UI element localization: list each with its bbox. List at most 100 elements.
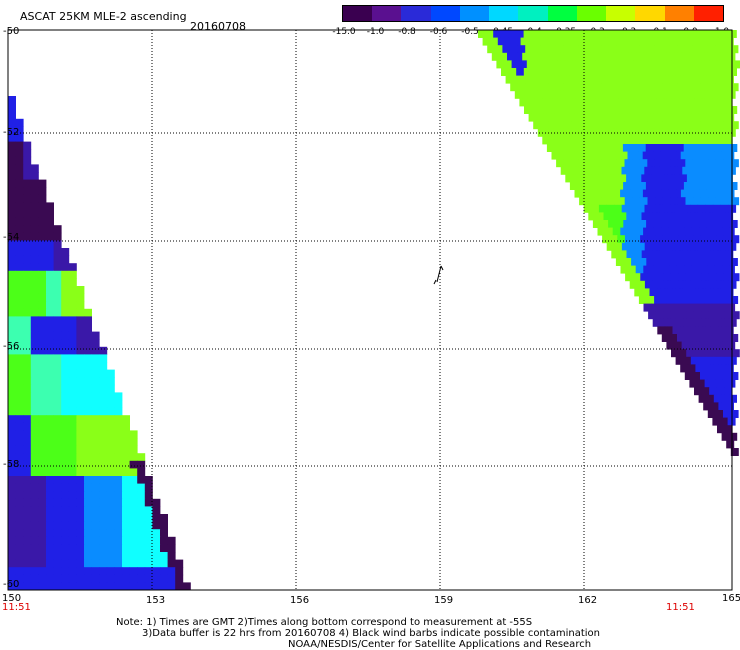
wind-cell bbox=[99, 430, 108, 439]
wind-cell bbox=[84, 506, 92, 515]
wind-cell bbox=[23, 179, 32, 188]
wind-cell bbox=[510, 45, 518, 54]
wind-cell bbox=[508, 68, 517, 76]
wind-cell bbox=[182, 582, 191, 591]
wind-cell bbox=[99, 491, 108, 500]
colorbar-segment bbox=[518, 6, 548, 21]
wind-cell bbox=[30, 293, 39, 302]
wind-cell bbox=[84, 415, 92, 424]
wind-cell bbox=[46, 521, 54, 530]
wind-cell bbox=[643, 265, 652, 274]
wind-cell bbox=[709, 387, 718, 396]
wind-cell bbox=[38, 536, 47, 545]
wind-cell bbox=[556, 159, 565, 168]
wind-cell bbox=[23, 392, 32, 401]
wind-cell bbox=[675, 318, 684, 327]
wind-cell bbox=[664, 288, 673, 297]
wind-cell bbox=[175, 582, 184, 591]
wind-cell bbox=[557, 98, 566, 107]
wind-cell bbox=[674, 341, 682, 350]
wind-cell bbox=[660, 68, 669, 76]
wind-cell bbox=[707, 258, 716, 266]
wind-cell bbox=[53, 415, 62, 424]
wind-cell bbox=[84, 552, 92, 560]
wind-cell bbox=[129, 552, 138, 560]
wind-cell bbox=[644, 280, 653, 289]
wind-cell bbox=[648, 60, 657, 69]
wind-cell bbox=[695, 288, 704, 297]
wind-cell bbox=[721, 318, 730, 327]
wind-cell bbox=[632, 273, 641, 282]
wind-cell bbox=[539, 106, 548, 114]
wind-cell bbox=[723, 273, 732, 282]
wind-cell bbox=[681, 265, 690, 274]
colorbar-segment bbox=[547, 6, 577, 21]
wind-cell bbox=[656, 212, 665, 221]
wind-cell bbox=[68, 339, 77, 348]
wind-cell bbox=[682, 242, 691, 251]
wind-cell bbox=[663, 136, 672, 145]
wind-cell bbox=[591, 128, 599, 137]
wind-cell bbox=[30, 339, 39, 348]
wind-cell bbox=[722, 220, 731, 228]
wind-cell bbox=[129, 468, 138, 477]
color-scale-bar bbox=[342, 5, 724, 22]
wind-cell bbox=[575, 128, 584, 137]
wind-cell bbox=[91, 453, 100, 462]
wind-cell bbox=[587, 136, 596, 145]
wind-cell bbox=[729, 394, 737, 403]
wind-cell bbox=[30, 392, 39, 401]
wind-cell bbox=[707, 334, 716, 342]
wind-cell bbox=[604, 151, 613, 160]
wind-cell bbox=[30, 529, 39, 538]
wind-cell bbox=[569, 106, 578, 114]
footer-credit: NOAA/NESDIS/Center for Satellite Applica… bbox=[288, 639, 592, 650]
wind-cell bbox=[714, 296, 723, 304]
wind-cell bbox=[703, 151, 712, 160]
wind-cell bbox=[568, 166, 577, 175]
wind-cell bbox=[114, 392, 123, 401]
wind-cell bbox=[137, 521, 146, 530]
wind-cell bbox=[690, 356, 699, 365]
wind-cell bbox=[76, 506, 85, 515]
wind-cell bbox=[566, 75, 575, 84]
wind-cell bbox=[707, 296, 716, 304]
wind-cell bbox=[672, 37, 681, 46]
wind-cell bbox=[690, 204, 699, 213]
wind-cell bbox=[548, 45, 556, 54]
wind-cell bbox=[594, 121, 602, 130]
wind-cell bbox=[15, 369, 24, 378]
wind-cell bbox=[677, 45, 686, 54]
wind-cell bbox=[8, 468, 16, 477]
wind-cell bbox=[106, 438, 115, 446]
wind-cell bbox=[501, 68, 509, 76]
wind-cell bbox=[144, 476, 153, 484]
wind-cell bbox=[660, 30, 669, 38]
wind-cell bbox=[646, 45, 655, 54]
wind-cell bbox=[38, 582, 47, 591]
wind-cell bbox=[593, 83, 602, 92]
wind-cell bbox=[8, 194, 16, 203]
wind-cell bbox=[8, 141, 16, 150]
wind-cell bbox=[695, 151, 704, 160]
wind-cell bbox=[713, 280, 722, 289]
wind-cell bbox=[38, 544, 47, 553]
wind-cell bbox=[76, 377, 85, 386]
wind-cell bbox=[683, 30, 692, 38]
wind-cell bbox=[114, 506, 123, 515]
wind-cell bbox=[604, 37, 613, 46]
wind-cell bbox=[598, 166, 607, 175]
wind-cell bbox=[68, 460, 77, 469]
wind-cell bbox=[579, 197, 588, 206]
wind-cell bbox=[616, 83, 625, 92]
wind-cell bbox=[554, 144, 563, 152]
wind-cell bbox=[53, 453, 62, 462]
wind-cell bbox=[8, 559, 16, 568]
wind-cell bbox=[648, 136, 657, 145]
wind-cell bbox=[691, 144, 700, 152]
wind-cell bbox=[46, 536, 54, 545]
wind-cell bbox=[15, 476, 24, 484]
wind-cell bbox=[643, 227, 652, 236]
wind-cell bbox=[106, 460, 115, 469]
wind-cell bbox=[91, 498, 100, 507]
